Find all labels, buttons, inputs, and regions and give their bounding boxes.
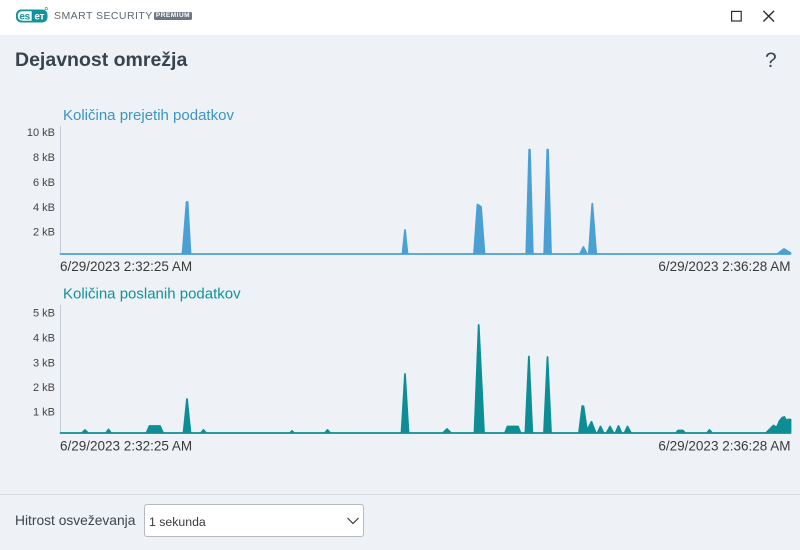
- svg-text:es: es: [19, 12, 30, 23]
- svg-text:4 kB: 4 kB: [33, 333, 55, 345]
- svg-text:6/29/2023 2:36:28 AM: 6/29/2023 2:36:28 AM: [658, 439, 790, 454]
- svg-text:Količina prejetih podatkov: Količina prejetih podatkov: [63, 107, 234, 124]
- svg-text:6/29/2023 2:36:28 AM: 6/29/2023 2:36:28 AM: [658, 259, 790, 274]
- svg-text:8 kB: 8 kB: [33, 152, 55, 164]
- svg-text:6/29/2023 2:32:25 AM: 6/29/2023 2:32:25 AM: [60, 439, 192, 454]
- svg-text:5 kB: 5 kB: [33, 307, 55, 319]
- svg-text:6/29/2023 2:32:25 AM: 6/29/2023 2:32:25 AM: [60, 259, 192, 274]
- svg-text:eт: eт: [34, 12, 44, 23]
- svg-text:4 kB: 4 kB: [33, 202, 55, 214]
- svg-text:2 kB: 2 kB: [33, 382, 55, 394]
- svg-text:Količina poslanih podatkov: Količina poslanih podatkov: [63, 286, 241, 303]
- svg-text:6 kB: 6 kB: [33, 177, 55, 189]
- svg-text:2 kB: 2 kB: [33, 227, 55, 239]
- svg-text:1 kB: 1 kB: [33, 407, 55, 419]
- svg-text:10 kB: 10 kB: [27, 127, 55, 139]
- svg-text:3 kB: 3 kB: [33, 358, 55, 370]
